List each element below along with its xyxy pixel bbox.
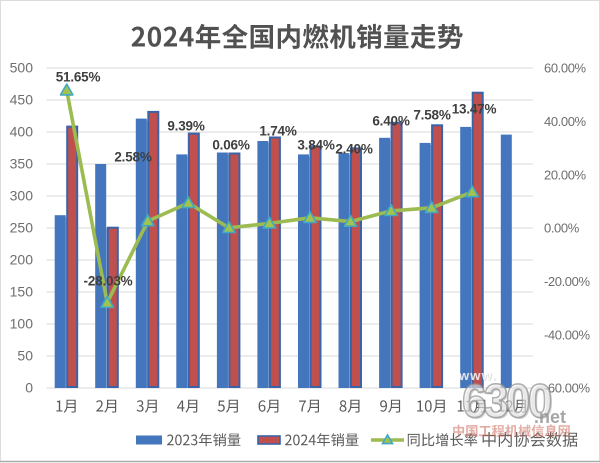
svg-text:450: 450 — [10, 92, 34, 108]
svg-text:.net: .net — [534, 407, 566, 427]
svg-text:www.: www. — [459, 369, 498, 384]
svg-text:9.39%: 9.39% — [167, 119, 204, 134]
svg-text:-28.03%: -28.03% — [84, 274, 133, 289]
svg-text:500: 500 — [10, 60, 34, 76]
svg-text:200: 200 — [10, 252, 34, 268]
svg-text:40.00%: 40.00% — [544, 114, 587, 129]
svg-text:60.00%: 60.00% — [544, 61, 587, 76]
svg-text:0.00%: 0.00% — [544, 221, 580, 236]
svg-text:300: 300 — [10, 188, 34, 204]
svg-text:1.74%: 1.74% — [259, 124, 296, 139]
svg-text:0: 0 — [25, 380, 33, 396]
svg-text:3.84%: 3.84% — [297, 138, 334, 153]
svg-text:2.40%: 2.40% — [335, 142, 372, 157]
svg-text:51.65%: 51.65% — [56, 70, 101, 85]
svg-text:100: 100 — [10, 316, 34, 332]
svg-text:0.06%: 0.06% — [212, 138, 249, 153]
svg-text:50: 50 — [17, 348, 33, 364]
svg-text:6300: 6300 — [464, 376, 553, 429]
svg-text:-40.00%: -40.00% — [544, 327, 590, 342]
svg-text:20.00%: 20.00% — [544, 167, 587, 182]
svg-text:400: 400 — [10, 124, 34, 140]
svg-text:-60.00%: -60.00% — [544, 381, 590, 396]
svg-text:6300: 6300 — [462, 374, 551, 427]
svg-text:150: 150 — [10, 284, 34, 300]
svg-text:7.58%: 7.58% — [413, 108, 450, 123]
svg-text:www.: www. — [458, 368, 497, 383]
svg-text:350: 350 — [10, 156, 34, 172]
svg-text:6.40%: 6.40% — [372, 114, 409, 129]
svg-text:250: 250 — [10, 220, 34, 236]
svg-text:-20.00%: -20.00% — [544, 274, 590, 289]
svg-text:13.47%: 13.47% — [452, 102, 497, 117]
svg-text:2.58%: 2.58% — [114, 150, 151, 165]
